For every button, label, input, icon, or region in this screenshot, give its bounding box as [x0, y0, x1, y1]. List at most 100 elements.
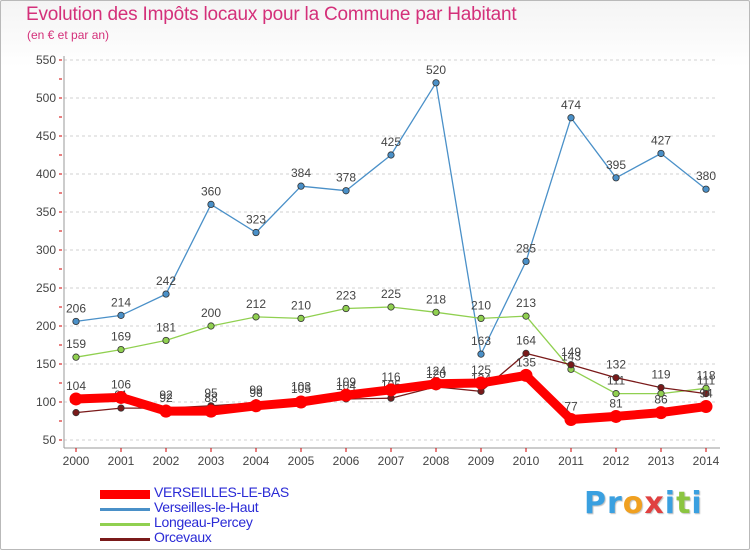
- data-label: 213: [516, 296, 536, 310]
- x-tick-label: 2000: [63, 454, 90, 468]
- data-label: 206: [66, 301, 86, 315]
- data-label: 86: [654, 393, 668, 407]
- data-point: [384, 383, 398, 397]
- series-verseilles-le-haut: 206 214 242 360 323 384 378 425 520 163 285 474 395 4…: [66, 63, 716, 358]
- data-label: 96: [249, 386, 263, 400]
- x-tick-label: 2004: [243, 454, 270, 468]
- data-label: 116: [381, 370, 400, 384]
- logo-letter: P: [584, 486, 607, 521]
- data-point: [429, 377, 443, 391]
- data-point: [654, 406, 668, 420]
- data-label: 425: [381, 135, 401, 149]
- data-point: [474, 376, 488, 390]
- data-label: 242: [156, 274, 176, 288]
- x-tick-label: 2002: [153, 454, 180, 468]
- data-label: 94: [699, 387, 713, 401]
- data-point: [117, 345, 125, 354]
- y-tick-label: 100: [36, 395, 56, 409]
- data-label: 135: [516, 355, 536, 369]
- y-tick-label: 200: [36, 319, 56, 333]
- data-label: 103: [291, 380, 311, 394]
- data-point: [72, 353, 80, 361]
- legend-item: Orcevaux: [100, 529, 360, 546]
- data-label: 164: [516, 333, 536, 347]
- data-label: 92: [159, 388, 173, 402]
- data-label: 384: [291, 166, 311, 180]
- data-point: [699, 400, 713, 414]
- data-point: [432, 79, 440, 87]
- data-label: 149: [561, 345, 581, 359]
- data-point: [294, 395, 308, 409]
- data-label: 77: [564, 399, 578, 413]
- data-label: 106: [111, 377, 131, 391]
- data-point: [162, 336, 170, 345]
- data-point: [72, 317, 80, 326]
- data-point: [522, 349, 530, 357]
- data-point: [342, 187, 350, 195]
- chart-subtitle: (en € et par an): [27, 28, 110, 42]
- data-label: 88: [204, 391, 218, 405]
- data-point: [204, 404, 218, 418]
- data-label: 163: [471, 334, 491, 348]
- data-label: 210: [291, 298, 311, 312]
- data-label: 99: [249, 383, 263, 397]
- chart-title: Evolution des Impôts locaux pour la Comm…: [26, 4, 517, 25]
- logo-letter: x: [644, 486, 665, 521]
- x-tick-label: 2011: [558, 454, 584, 468]
- data-point: [657, 149, 665, 158]
- data-label: 474: [561, 98, 581, 112]
- logo-letter: i: [664, 486, 677, 521]
- legend-item: Verseilles-le-Haut: [100, 499, 360, 516]
- data-label: 104: [66, 379, 86, 393]
- y-tick-label: 50: [43, 433, 57, 447]
- data-point: [249, 399, 263, 413]
- y-tick-label: 150: [36, 357, 56, 371]
- data-label: 120: [426, 367, 446, 381]
- x-tick-label: 2008: [423, 454, 450, 468]
- legend-swatch: [100, 538, 150, 541]
- data-point: [477, 350, 485, 358]
- y-tick-label: 500: [36, 91, 56, 105]
- data-point: [477, 314, 485, 322]
- data-label: 111: [697, 374, 716, 388]
- legend-label: Longeau-Percey: [154, 514, 253, 530]
- x-tick-label: 2012: [603, 454, 630, 468]
- data-label: 81: [609, 396, 623, 410]
- data-label: 200: [201, 306, 221, 320]
- data-point: [339, 388, 353, 402]
- y-tick-label: 350: [36, 205, 56, 219]
- data-point: [387, 303, 395, 311]
- x-tick-label: 2010: [513, 454, 540, 468]
- data-point: [207, 200, 215, 208]
- data-point: [609, 409, 623, 423]
- data-label: 105: [291, 382, 311, 396]
- data-point: [612, 374, 620, 382]
- data-label: 225: [381, 287, 401, 301]
- series-longeau-percey: 1591691812002122102232252182102131431111…: [66, 287, 716, 398]
- data-point: [567, 114, 575, 122]
- data-label: 218: [426, 292, 446, 306]
- data-label: 119: [651, 368, 670, 382]
- data-point: [564, 412, 578, 426]
- data-point: [432, 308, 440, 316]
- data-point: [342, 304, 350, 313]
- data-point: [297, 182, 305, 190]
- data-label: 378: [336, 171, 356, 185]
- logo-letter: r: [607, 486, 623, 521]
- data-label: 125: [471, 363, 491, 377]
- logo-letter: i: [691, 486, 703, 521]
- data-point: [519, 368, 533, 382]
- legend-swatch: [100, 523, 150, 526]
- data-point: [114, 390, 128, 404]
- data-label: 92: [159, 391, 173, 405]
- data-point: [159, 404, 173, 418]
- data-label: 132: [606, 358, 626, 372]
- data-point: [657, 383, 665, 392]
- data-label: 380: [696, 169, 716, 183]
- x-tick-label: 2013: [648, 454, 675, 468]
- y-tick-label: 400: [36, 167, 56, 181]
- data-label: 395: [606, 158, 626, 172]
- data-label: 323: [246, 213, 266, 227]
- data-point: [702, 185, 710, 193]
